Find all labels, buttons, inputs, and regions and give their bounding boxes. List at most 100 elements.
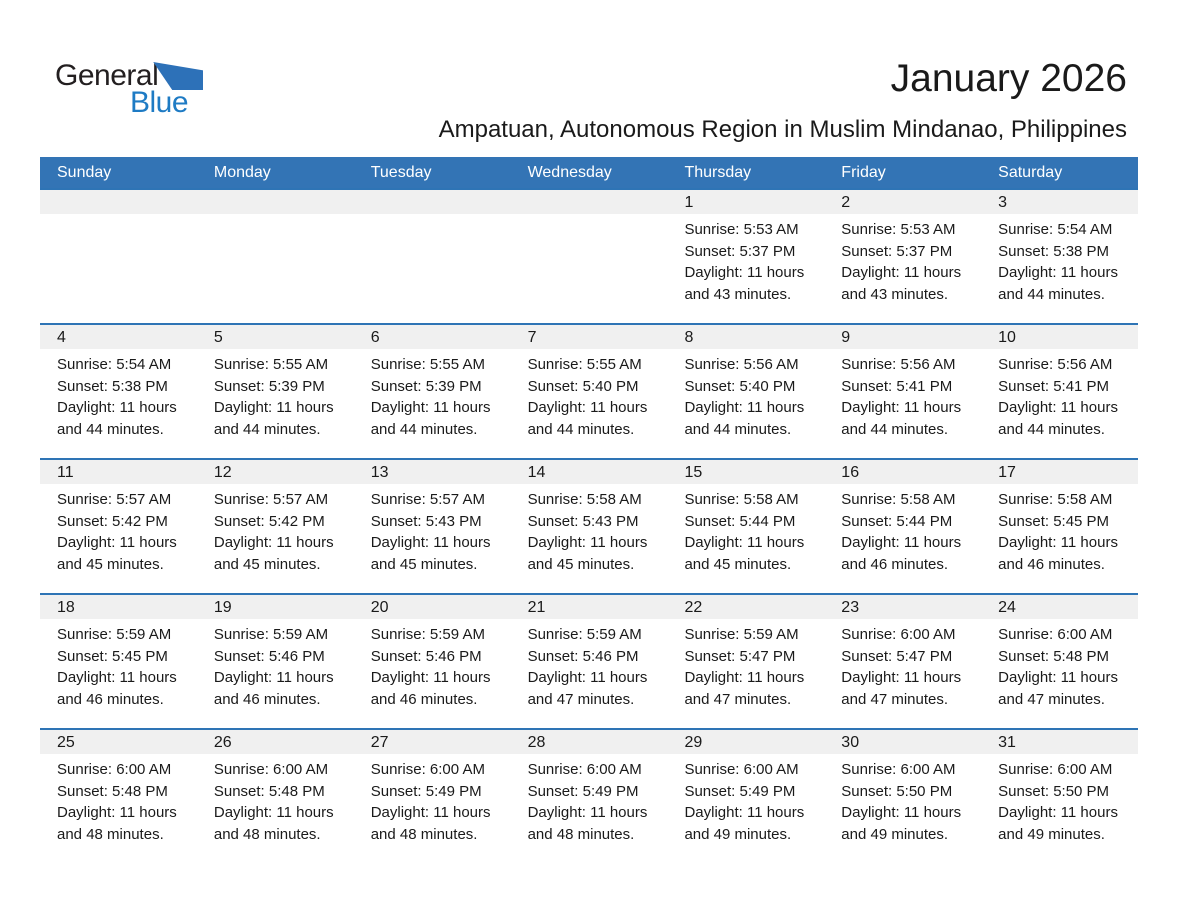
day-detail-line: Sunrise: 6:00 AM [841, 761, 956, 778]
day-detail-line: Sunset: 5:49 PM [370, 782, 482, 800]
weekday-header-thursday: Thursday [684, 164, 752, 181]
day-detail-line: Daylight: 11 hours [57, 804, 177, 821]
day-detail-line: Sunset: 5:42 PM [213, 512, 325, 530]
day-detail-line: and 43 minutes. [684, 285, 792, 303]
day-cell: 30 Sunrise: 6:00 AM Sunset: 5:50 PM Dayligh… [824, 730, 982, 863]
day-detail-line: Sunset: 5:49 PM [527, 782, 639, 800]
day-details: Sunrise: 5:53 AM Sunset: 5:37 PM Daylight:… [824, 214, 981, 305]
day-detail-line: Sunrise: 5:59 AM [370, 626, 485, 643]
day-detail-line: and 43 minutes. [841, 285, 949, 303]
day-detail-line: and 46 minutes. [57, 690, 164, 708]
day-cell: 26 Sunrise: 6:00 AM Sunset: 5:48 PM Dayligh… [196, 730, 354, 863]
day-number: 8 [667, 325, 825, 349]
day-detail-line: Daylight: 11 hours [57, 534, 177, 551]
weekday-header-row: Sunday Monday Tuesday Wednesday Thursday… [40, 157, 1138, 188]
day-number [510, 190, 668, 214]
day-detail-line: Sunset: 5:46 PM [527, 647, 639, 665]
day-detail-line: Daylight: 11 hours [841, 534, 962, 551]
day-detail-line: and 44 minutes. [998, 285, 1105, 303]
weekday-header-friday: Friday [841, 164, 886, 181]
day-detail-line: Sunset: 5:47 PM [841, 647, 953, 665]
day-detail-line: and 47 minutes. [527, 690, 635, 708]
day-number: 15 [667, 460, 825, 484]
day-number: 25 [40, 730, 197, 754]
day-detail-line: Daylight: 11 hours [527, 804, 648, 821]
day-number: 29 [667, 730, 825, 754]
day-detail-line: Sunrise: 5:55 AM [370, 356, 485, 373]
day-detail-line: Daylight: 11 hours [998, 669, 1118, 686]
day-details: Sunrise: 5:56 AM Sunset: 5:41 PM Daylight:… [824, 349, 981, 440]
day-number: 19 [196, 595, 354, 619]
weekday-header-tuesday: Tuesday [370, 164, 432, 181]
day-detail-line: Daylight: 11 hours [57, 669, 177, 686]
day-detail-line: Sunset: 5:44 PM [841, 512, 953, 530]
day-detail-line: Sunrise: 6:00 AM [57, 761, 172, 778]
week-row: 1 Sunrise: 5:53 AM Sunset: 5:37 PM Daylight… [40, 188, 1139, 323]
day-detail-line: and 49 minutes. [998, 825, 1105, 843]
day-number: 1 [667, 190, 825, 214]
day-details: Sunrise: 5:59 AM Sunset: 5:46 PM Daylight:… [511, 619, 668, 710]
day-number: 10 [981, 325, 1139, 349]
day-details: Sunrise: 5:59 AM Sunset: 5:46 PM Daylight:… [354, 619, 511, 710]
day-details: Sunrise: 5:55 AM Sunset: 5:39 PM Daylight:… [197, 349, 354, 440]
day-detail-line: and 44 minutes. [57, 420, 164, 438]
day-details: Sunrise: 6:00 AM Sunset: 5:49 PM Daylight:… [511, 754, 668, 845]
day-number: 12 [196, 460, 354, 484]
day-detail-line: Sunrise: 5:56 AM [684, 356, 799, 373]
day-number: 23 [824, 595, 982, 619]
weekday-header-saturday: Saturday [998, 164, 1063, 181]
day-cell: 2 Sunrise: 5:53 AM Sunset: 5:37 PM Daylight… [824, 190, 982, 323]
day-cell: 11 Sunrise: 5:57 AM Sunset: 5:42 PM Dayligh… [40, 460, 197, 593]
day-detail-line: Daylight: 11 hours [841, 264, 962, 281]
day-details: Sunrise: 5:57 AM Sunset: 5:42 PM Daylight:… [197, 484, 354, 575]
day-number: 4 [40, 325, 197, 349]
day-details: Sunrise: 6:00 AM Sunset: 5:49 PM Daylight:… [354, 754, 511, 845]
day-details: Sunrise: 5:59 AM Sunset: 5:47 PM Daylight:… [667, 619, 824, 710]
day-details: Sunrise: 6:00 AM Sunset: 5:50 PM Daylight:… [824, 754, 981, 845]
day-detail-line: Sunset: 5:41 PM [841, 377, 953, 395]
day-detail-line: Daylight: 11 hours [998, 804, 1118, 821]
day-number: 26 [196, 730, 354, 754]
day-number: 14 [510, 460, 668, 484]
day-cell: 29 Sunrise: 6:00 AM Sunset: 5:49 PM Dayligh… [667, 730, 825, 863]
day-detail-line: Sunrise: 5:58 AM [998, 491, 1113, 508]
day-detail-line: Daylight: 11 hours [684, 399, 805, 416]
day-details: Sunrise: 5:58 AM Sunset: 5:44 PM Daylight:… [824, 484, 981, 575]
day-details: Sunrise: 5:59 AM Sunset: 5:45 PM Daylight:… [40, 619, 197, 710]
day-detail-line: Sunset: 5:46 PM [370, 647, 482, 665]
day-detail-line: and 45 minutes. [370, 555, 478, 573]
day-detail-line: and 44 minutes. [213, 420, 321, 438]
day-number: 16 [824, 460, 982, 484]
day-cell: 15 Sunrise: 5:58 AM Sunset: 5:44 PM Dayligh… [667, 460, 825, 593]
day-cell: 1 Sunrise: 5:53 AM Sunset: 5:37 PM Daylight… [667, 190, 825, 323]
day-detail-line: Sunrise: 5:54 AM [998, 221, 1113, 238]
day-cell: 14 Sunrise: 5:58 AM Sunset: 5:43 PM Dayligh… [510, 460, 668, 593]
day-detail-line: Sunset: 5:39 PM [370, 377, 482, 395]
day-detail-line: Sunset: 5:48 PM [213, 782, 325, 800]
day-detail-line: Sunrise: 6:00 AM [841, 626, 956, 643]
day-detail-line: Daylight: 11 hours [370, 399, 491, 416]
day-number: 17 [981, 460, 1139, 484]
day-details: Sunrise: 5:58 AM Sunset: 5:44 PM Daylight:… [667, 484, 824, 575]
day-detail-line: Sunset: 5:43 PM [370, 512, 482, 530]
day-detail-line: Daylight: 11 hours [527, 669, 648, 686]
day-detail-line: Sunrise: 5:59 AM [684, 626, 799, 643]
day-number: 9 [824, 325, 982, 349]
day-detail-line: Sunrise: 5:53 AM [684, 221, 799, 238]
weekday-header-monday: Monday [213, 164, 271, 181]
day-detail-line: Sunset: 5:37 PM [841, 242, 953, 260]
day-number: 3 [981, 190, 1139, 214]
day-detail-line: and 47 minutes. [998, 690, 1105, 708]
day-detail-line: Sunrise: 6:00 AM [527, 761, 642, 778]
day-cell: 8 Sunrise: 5:56 AM Sunset: 5:40 PM Daylight… [667, 325, 825, 458]
day-cell: 24 Sunrise: 6:00 AM Sunset: 5:48 PM Dayligh… [981, 595, 1139, 728]
day-number: 21 [510, 595, 668, 619]
day-number: 18 [40, 595, 197, 619]
empty-day-cell [196, 190, 354, 323]
day-details: Sunrise: 6:00 AM Sunset: 5:48 PM Daylight:… [981, 619, 1138, 710]
day-detail-line: Daylight: 11 hours [841, 669, 962, 686]
day-cell: 3 Sunrise: 5:54 AM Sunset: 5:38 PM Daylight… [981, 190, 1139, 323]
day-detail-line: Sunset: 5:40 PM [684, 377, 796, 395]
day-cell: 13 Sunrise: 5:57 AM Sunset: 5:43 PM Dayligh… [353, 460, 511, 593]
general-blue-logo: General Blue [55, 60, 205, 118]
